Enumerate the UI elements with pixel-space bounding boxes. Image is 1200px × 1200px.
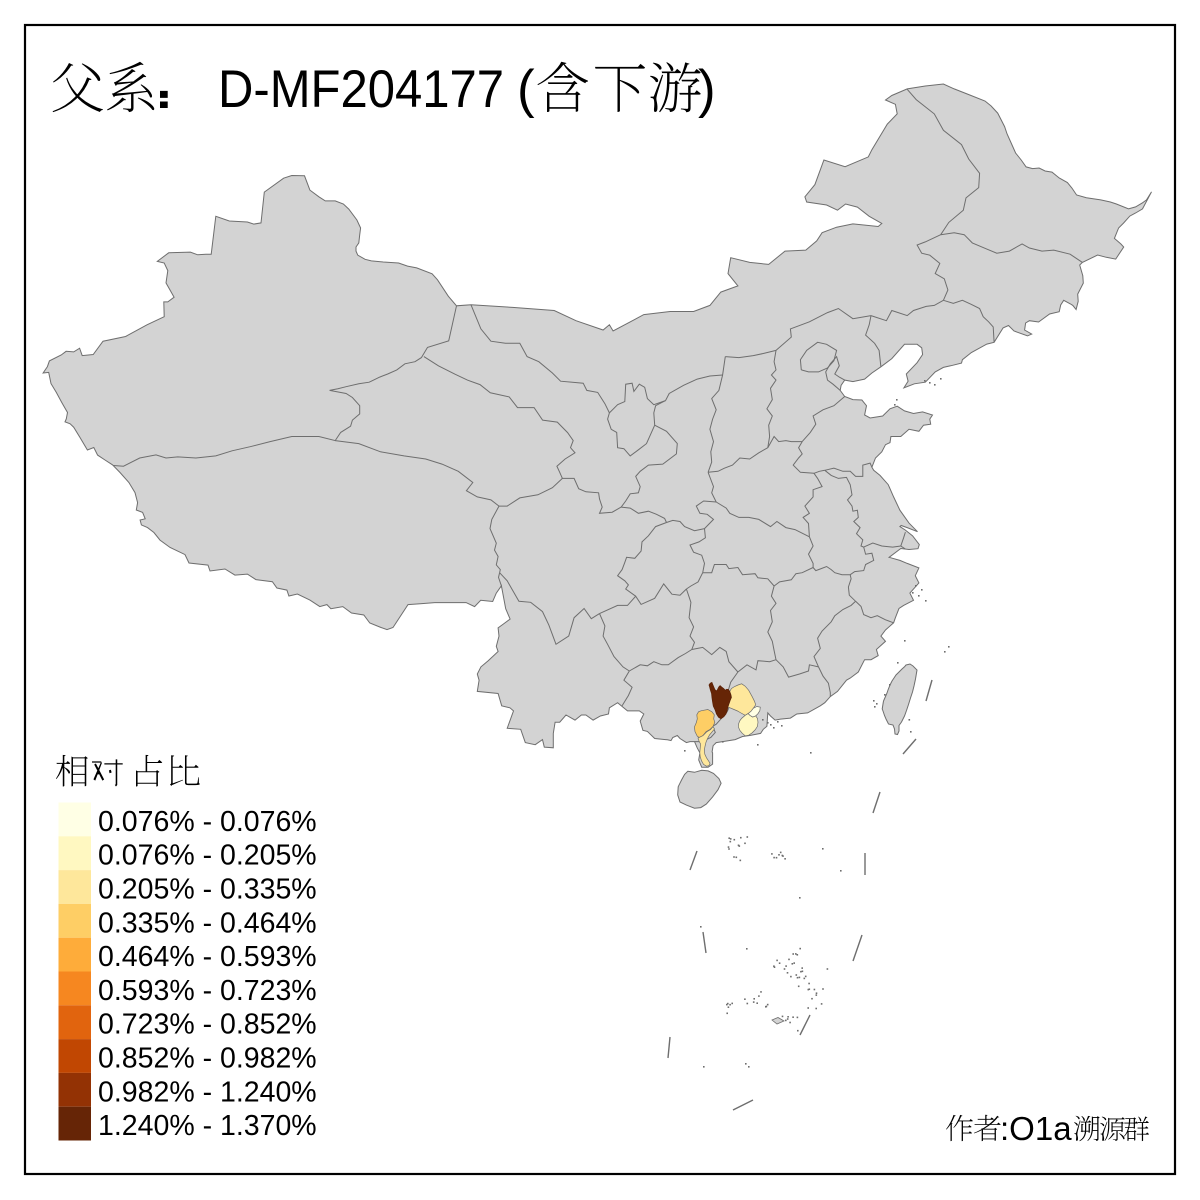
- svg-text:): ): [698, 60, 716, 119]
- svg-text:(: (: [517, 60, 535, 119]
- svg-text:0.076% - 0.076%: 0.076% - 0.076%: [98, 806, 317, 838]
- svg-text:0.205% - 0.335%: 0.205% - 0.335%: [98, 874, 317, 906]
- svg-text:0.852% - 0.982%: 0.852% - 0.982%: [98, 1043, 317, 1075]
- svg-text:0.464% - 0.593%: 0.464% - 0.593%: [98, 941, 317, 973]
- svg-text:0.593% - 0.723%: 0.593% - 0.723%: [98, 975, 317, 1007]
- svg-text:0.076% - 0.205%: 0.076% - 0.205%: [98, 840, 317, 872]
- svg-text:0.982% - 1.240%: 0.982% - 1.240%: [98, 1076, 317, 1108]
- svg-text:0.335% - 0.464%: 0.335% - 0.464%: [98, 907, 317, 939]
- svg-text:1.240% - 1.370%: 1.240% - 1.370%: [98, 1110, 317, 1142]
- svg-text:D-MF204177: D-MF204177: [218, 60, 504, 119]
- svg-text:0.723% - 0.852%: 0.723% - 0.852%: [98, 1009, 317, 1041]
- svg-text::O1a: :O1a: [1000, 1110, 1072, 1147]
